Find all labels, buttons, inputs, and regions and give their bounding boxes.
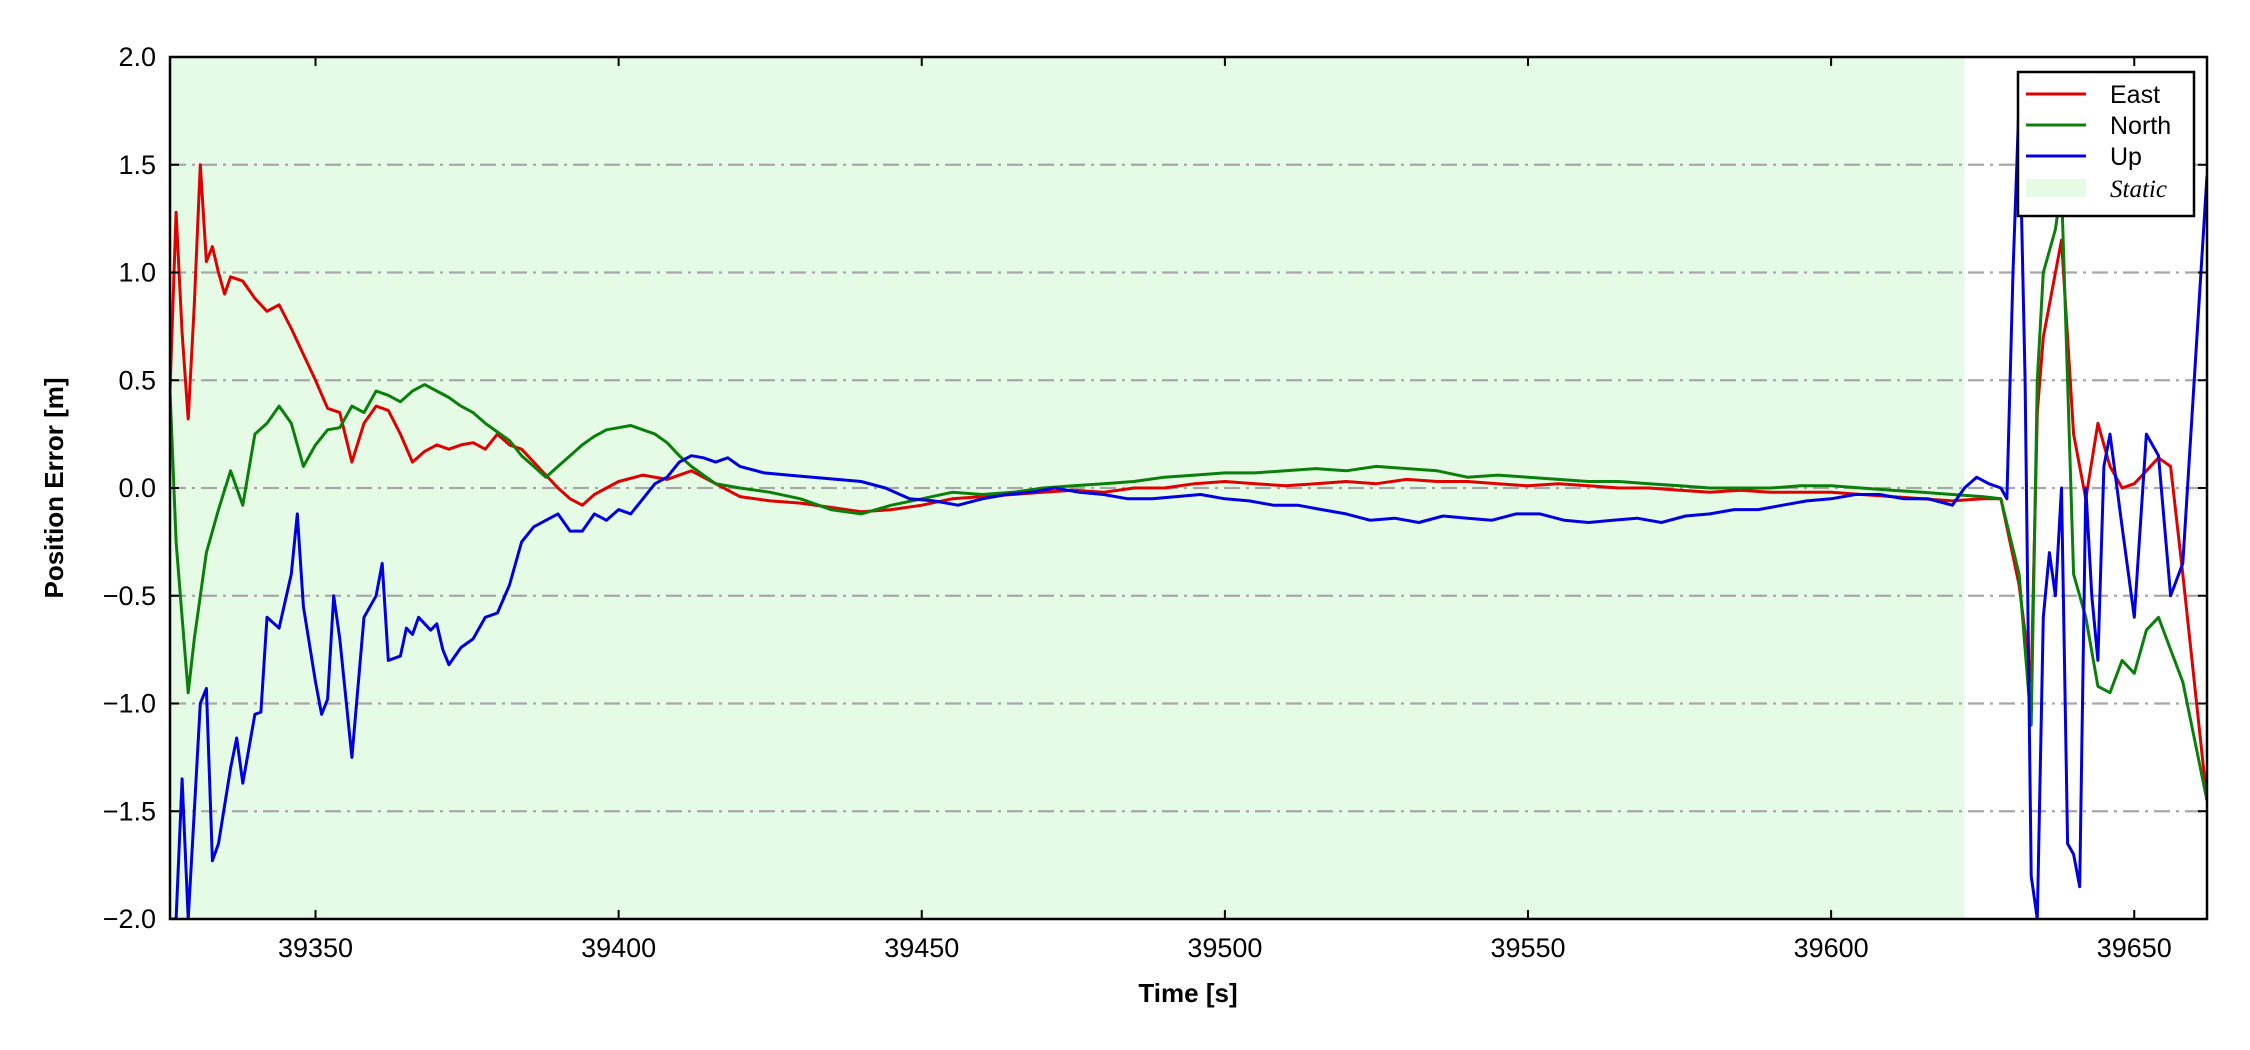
y-tick-label: 0.5 [118,365,156,395]
y-axis-title: Position Error [m] [39,377,69,598]
y-tick-label: 0.0 [118,473,156,503]
legend-label-north: North [2110,112,2171,140]
x-tick-label: 39600 [1794,933,1869,963]
x-tick-label: 39400 [581,933,656,963]
legend-swatch-static [2026,179,2086,197]
series-line-up [170,98,2207,919]
ticks-layer: 39350 39400 39450 39500 39550 39600 39650 −2.0 −… [103,42,2207,963]
x-tick-label: 39650 [2097,933,2172,963]
y-tick-label: −2.0 [103,904,156,934]
legend: East North Up Static [2016,70,2196,218]
legend-label-static: Static [2110,176,2167,203]
y-tick-label: −1.0 [103,689,156,719]
legend-label-up: Up [2110,143,2142,171]
x-tick-label: 39550 [1490,933,1565,963]
x-tick-label: 39500 [1187,933,1262,963]
y-tick-label: −1.5 [103,796,156,826]
y-tick-label: −0.5 [103,581,156,611]
y-tick-label: 1.5 [118,150,156,180]
legend-label-east: East [2110,81,2160,109]
x-axis-title: Time [s] [1138,978,1237,1008]
y-tick-label: 2.0 [118,42,156,72]
y-tick-label: 1.0 [118,258,156,288]
series-layer [170,98,2207,919]
x-tick-label: 39450 [884,933,959,963]
x-tick-label: 39350 [278,933,353,963]
